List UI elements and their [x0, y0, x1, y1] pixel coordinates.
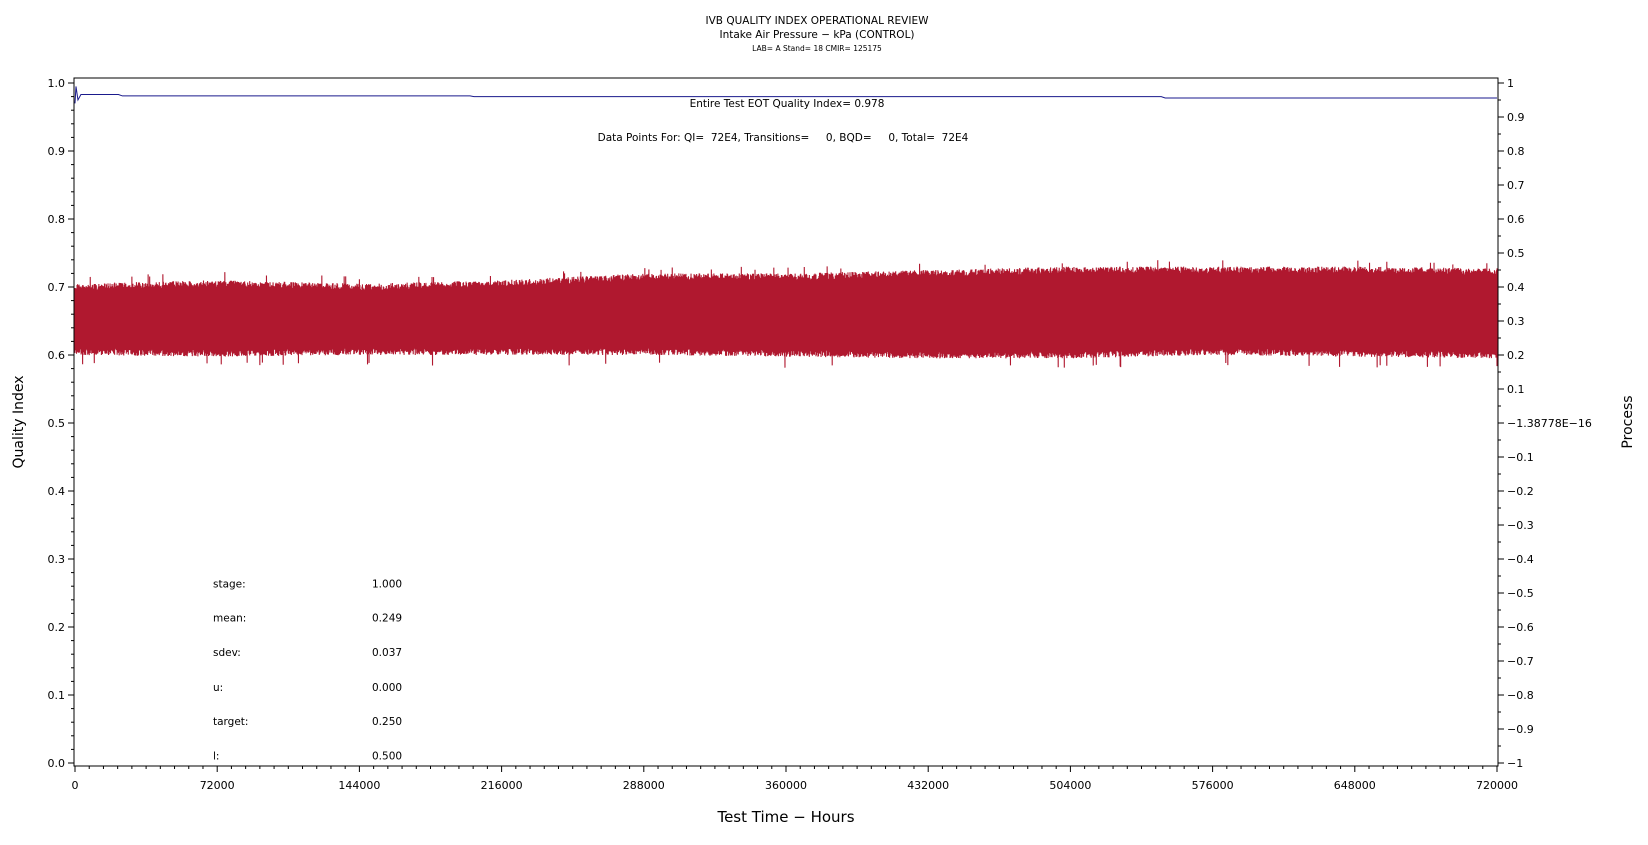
y-left-tick-label: 0.2 [48, 621, 66, 634]
y-left-tick-label: 0.0 [48, 757, 66, 770]
x-tick-label: 576000 [1192, 779, 1234, 792]
x-tick-label: 216000 [481, 779, 523, 792]
y-left-tick-label: 0.4 [48, 485, 66, 498]
y-left-tick-label: 0.8 [48, 213, 66, 226]
chart-subtitle-2: LAB= A Stand= 18 CMIR= 125175 [752, 44, 882, 53]
stat-label: sdev: [213, 647, 241, 659]
y-right-tick-label: −1 [1507, 757, 1523, 770]
y-axis-left: 0.0 0.1 0.2 0.3 0.4 0.5 0.6 0.7 0.8 0.9 1.0 [48, 77, 74, 770]
y-right-tick-label: −0.8 [1507, 689, 1534, 702]
chart-title: IVB QUALITY INDEX OPERATIONAL REVIEW [706, 15, 930, 27]
x-tick-label: 648000 [1334, 779, 1376, 792]
y-right-tick-label: −0.5 [1507, 587, 1534, 600]
x-tick-label: 360000 [765, 779, 807, 792]
process-series [74, 260, 1498, 368]
y-right-tick-label: 0.9 [1507, 111, 1525, 124]
x-tick-label: 720000 [1476, 779, 1518, 792]
plot-marks [74, 86, 1498, 368]
stat-value: 0.500 [372, 751, 402, 763]
plot-frame [73, 77, 1499, 767]
y-right-tick-label: −0.2 [1507, 485, 1534, 498]
y-left-tick-label: 0.6 [48, 349, 66, 362]
x-axis-label: Test Time − Hours [716, 808, 854, 826]
y-axis-right-label: Process [1620, 395, 1636, 448]
y-right-tick-label: −0.6 [1507, 621, 1534, 634]
y-right-tick-label: 1 [1507, 77, 1514, 90]
y-right-tick-label: −1.38778E−16 [1507, 417, 1592, 430]
x-tick-label: 0 [72, 779, 79, 792]
y-right-tick-label: 0.3 [1507, 315, 1525, 328]
y-right-tick-label: −0.9 [1507, 723, 1534, 736]
x-tick-label: 144000 [338, 779, 380, 792]
x-tick-label: 504000 [1049, 779, 1091, 792]
stat-value: 0.000 [372, 682, 402, 694]
x-tick-label: 288000 [623, 779, 665, 792]
y-left-tick-label: 0.5 [48, 417, 66, 430]
y-right-tick-label: −0.4 [1507, 553, 1534, 566]
stat-value: 0.249 [372, 613, 402, 625]
y-right-tick-label: −0.3 [1507, 519, 1534, 532]
stat-label: mean: [213, 613, 246, 625]
y-left-tick-label: 0.9 [48, 145, 66, 158]
y-left-tick-label: 0.1 [48, 689, 66, 702]
stat-label: stage: [213, 579, 246, 591]
stat-value: 1.000 [372, 579, 402, 591]
x-axis: 0 72000 144000 216000 288000 360000 432000 5040… [72, 766, 1518, 792]
annotation-eot-quality-index: Entire Test EOT Quality Index= 0.978 [690, 98, 885, 110]
stat-label: u: [213, 682, 223, 694]
y-right-tick-label: 0.8 [1507, 145, 1525, 158]
y-left-tick-label: 1.0 [48, 77, 66, 90]
y-right-tick-label: 0.1 [1507, 383, 1525, 396]
x-tick-label: 432000 [907, 779, 949, 792]
y-right-tick-label: −0.1 [1507, 451, 1534, 464]
y-right-tick-label: −0.7 [1507, 655, 1534, 668]
stat-label: target: [213, 716, 248, 728]
y-right-tick-label: 0.2 [1507, 349, 1525, 362]
chart-subtitle: Intake Air Pressure − kPa (CONTROL) [719, 29, 914, 41]
quality-index-series [74, 86, 1497, 104]
x-tick-label: 72000 [200, 779, 235, 792]
y-right-tick-label: 0.4 [1507, 281, 1525, 294]
annotation-data-points: Data Points For: QI= 72E4, Transitions= … [598, 132, 969, 144]
y-left-tick-label: 0.3 [48, 553, 66, 566]
y-right-tick-label: 0.7 [1507, 179, 1525, 192]
stat-label: l: [213, 751, 219, 763]
y-axis-right: −1 −0.9 −0.8 −0.7 −0.6 −0.5 −0.4 −0.3 −0.2 −0.1 −1… [1498, 77, 1592, 770]
stat-value: 0.250 [372, 716, 402, 728]
stat-value: 0.037 [372, 647, 402, 659]
y-right-tick-label: 0.6 [1507, 213, 1525, 226]
stats-block: stage: 1.000 mean: 0.249 sdev: 0.037 u: 0.000 ta… [213, 579, 402, 763]
y-left-tick-label: 0.7 [48, 281, 66, 294]
y-right-tick-label: 0.5 [1507, 247, 1525, 260]
y-axis-left-label: Quality Index [11, 375, 27, 468]
